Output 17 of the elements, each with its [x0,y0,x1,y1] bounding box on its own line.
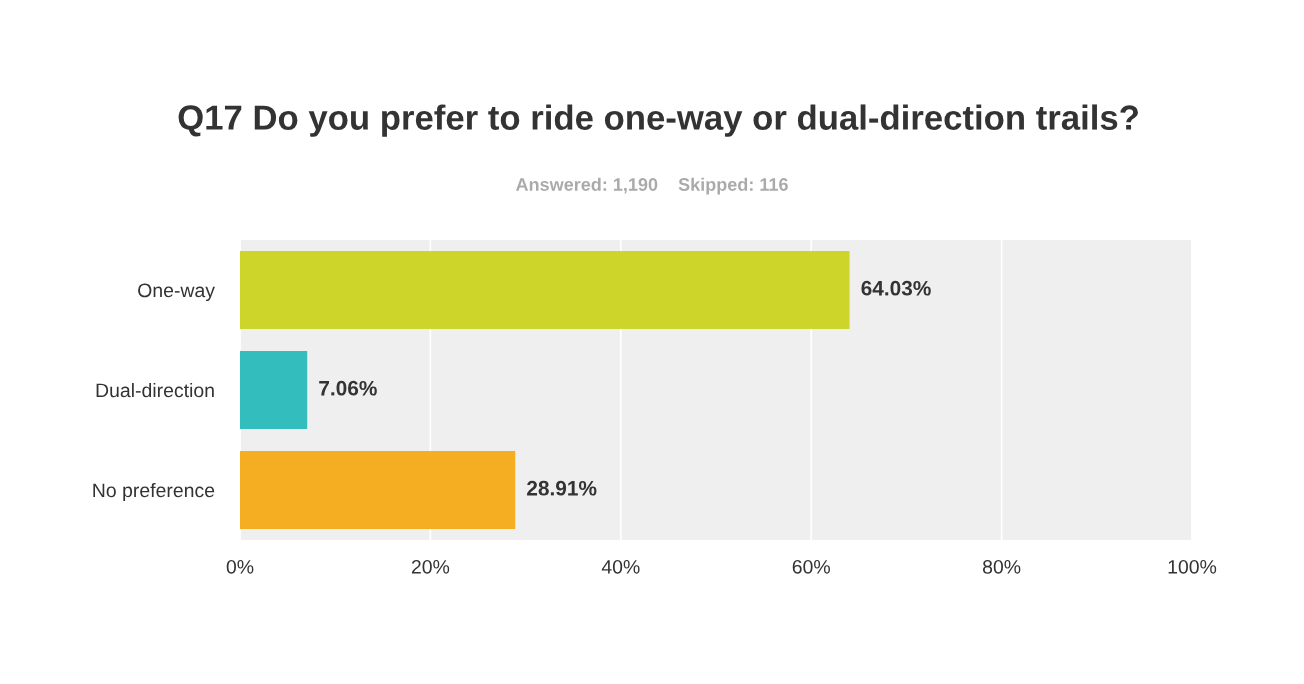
data-label: 64.03% [861,280,931,296]
chart-title: Q17 Do you prefer to ride one-way or dual-direction trails? [178,104,1138,137]
data-label: 28.91% [527,480,597,496]
bar [240,451,516,529]
y-tick-label: Dual-direction [96,382,214,398]
x-tick-label: 80% [982,559,1021,574]
x-tick-label: 40% [601,559,640,574]
x-tick-label: 60% [792,559,830,574]
data-label: 7.06% [319,380,377,396]
bar [240,251,850,329]
x-tick-label: 0% [226,559,254,574]
x-tick-label: 100% [1168,559,1217,574]
chart-subtitle: Answered: 1,190 Skipped: 116 [515,177,788,195]
bar [240,351,308,429]
y-tick-label: No preference [93,482,215,502]
x-tick-label: 20% [411,559,450,574]
y-tick-label: One-way [138,283,215,302]
